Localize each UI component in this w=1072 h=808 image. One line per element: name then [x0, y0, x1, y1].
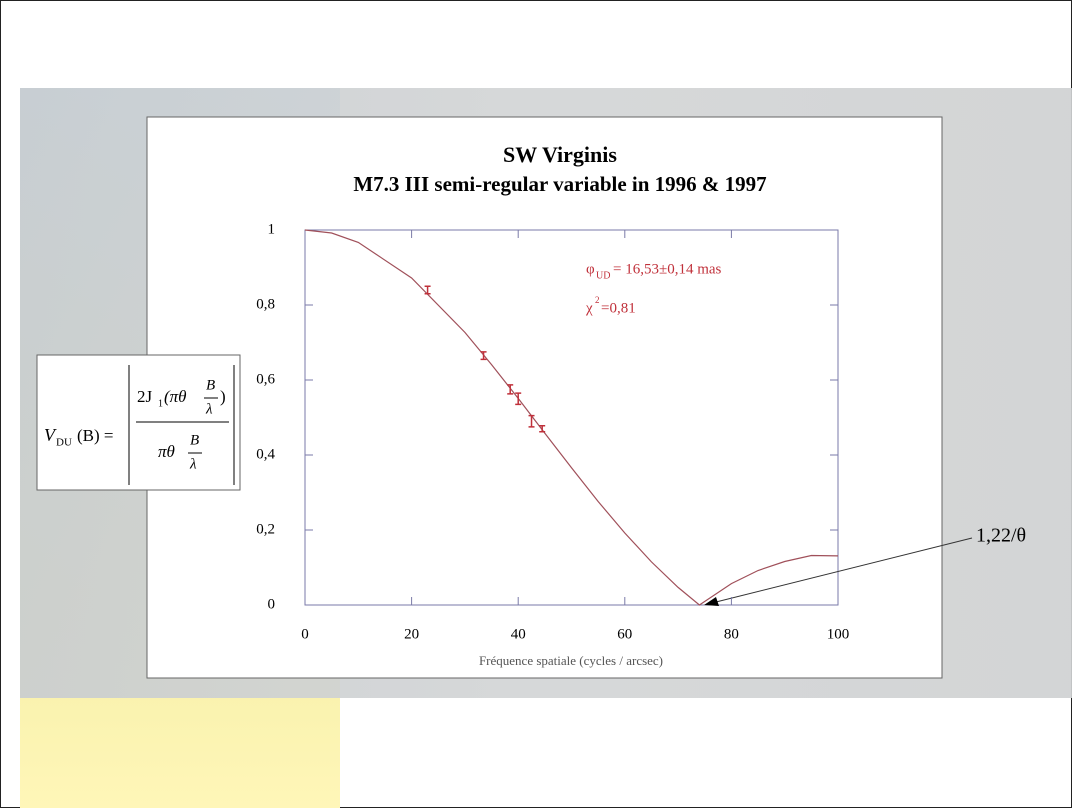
y-tick-label: 0,4 [256, 446, 275, 462]
x-axis-label: Fréquence spatiale (cycles / arcsec) [479, 653, 663, 668]
formula-arg: (B) = [77, 426, 114, 445]
arrow-head [704, 597, 719, 606]
y-tick-label: 0,6 [256, 371, 275, 387]
den: πθ [158, 442, 175, 461]
error-bar [515, 392, 522, 406]
phi-sub: UD [596, 270, 610, 281]
error-bar [539, 425, 546, 433]
num-c: ) [220, 387, 226, 406]
chi-sup: 2 [595, 295, 600, 305]
chart-title: SW Virginis [503, 142, 617, 167]
x-tick-label: 40 [511, 626, 526, 642]
formula-v-sub: DU [56, 437, 72, 449]
chi-text: =0,81 [601, 300, 636, 316]
zero-annotation: 1,22/θ [976, 525, 1026, 547]
model-curve [304, 229, 839, 606]
formula-box: V DU (B) = 2J 1 (πθ B λ ) πθ B λ [36, 354, 241, 491]
y-tick-label: 0,2 [256, 521, 275, 537]
num-frac-top: B [206, 377, 215, 393]
y-tick-label: 0,8 [256, 296, 275, 312]
num-b: (πθ [164, 387, 187, 406]
phi-symbol: φ [586, 261, 595, 277]
num-frac-bot: λ [205, 401, 213, 417]
x-tick-label: 80 [724, 626, 739, 642]
arrow-line [715, 537, 973, 603]
plot-frame [304, 229, 839, 606]
annotation-diameter: φ UD = 16,53±0,14 mas χ 2 =0,81 [585, 261, 722, 316]
error-bar [424, 285, 431, 295]
error-bar [528, 414, 535, 428]
x-tick-label: 0 [301, 626, 309, 642]
phi-text: = 16,53±0,14 mas [613, 261, 722, 277]
chart-subtitle: M7.3 III semi-regular variable in 1996 &… [353, 172, 766, 196]
y-tick-label: 1 [268, 221, 276, 237]
num-sub: 1 [158, 398, 163, 409]
x-tick-label: 60 [617, 626, 632, 642]
error-bar [480, 351, 487, 361]
den-frac-bot: λ [189, 456, 197, 472]
chart-panel [146, 116, 943, 679]
den-frac-top: B [190, 432, 199, 448]
x-tick-label: 100 [827, 626, 850, 642]
num-a: 2J [137, 387, 153, 406]
formula-v: V [44, 425, 57, 445]
error-bar [507, 384, 514, 395]
x-tick-label: 20 [404, 626, 419, 642]
y-tick-label: 0 [268, 596, 276, 612]
chi-symbol: χ [585, 300, 593, 316]
